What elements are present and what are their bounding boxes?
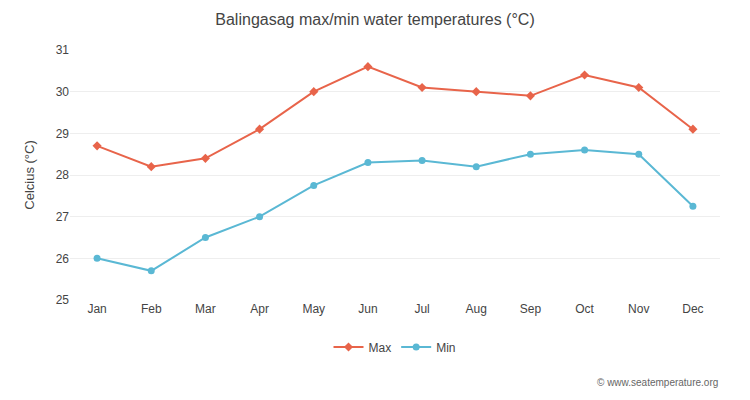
svg-text:Jun: Jun xyxy=(358,302,377,316)
svg-text:Nov: Nov xyxy=(628,302,649,316)
svg-text:26: 26 xyxy=(56,252,70,266)
svg-text:25: 25 xyxy=(56,293,70,307)
svg-text:Jul: Jul xyxy=(414,302,429,316)
svg-text:© www.seatemperature.org: © www.seatemperature.org xyxy=(597,377,718,388)
svg-text:Balingasag max/min water tempe: Balingasag max/min water temperatures (°… xyxy=(215,11,534,28)
svg-text:Sep: Sep xyxy=(520,302,542,316)
svg-text:Mar: Mar xyxy=(195,302,216,316)
svg-text:27: 27 xyxy=(56,210,70,224)
svg-text:Celcius (°C): Celcius (°C) xyxy=(22,140,37,209)
svg-text:29: 29 xyxy=(56,127,70,141)
svg-text:Max: Max xyxy=(369,341,392,355)
svg-text:Dec: Dec xyxy=(682,302,703,316)
svg-text:Aug: Aug xyxy=(466,302,487,316)
svg-text:Feb: Feb xyxy=(141,302,162,316)
svg-text:30: 30 xyxy=(56,85,70,99)
svg-text:31: 31 xyxy=(56,43,70,57)
svg-text:Jan: Jan xyxy=(87,302,106,316)
svg-text:May: May xyxy=(302,302,325,316)
svg-text:Min: Min xyxy=(436,341,455,355)
svg-text:Oct: Oct xyxy=(575,302,594,316)
svg-text:Apr: Apr xyxy=(250,302,269,316)
svg-text:28: 28 xyxy=(56,168,70,182)
